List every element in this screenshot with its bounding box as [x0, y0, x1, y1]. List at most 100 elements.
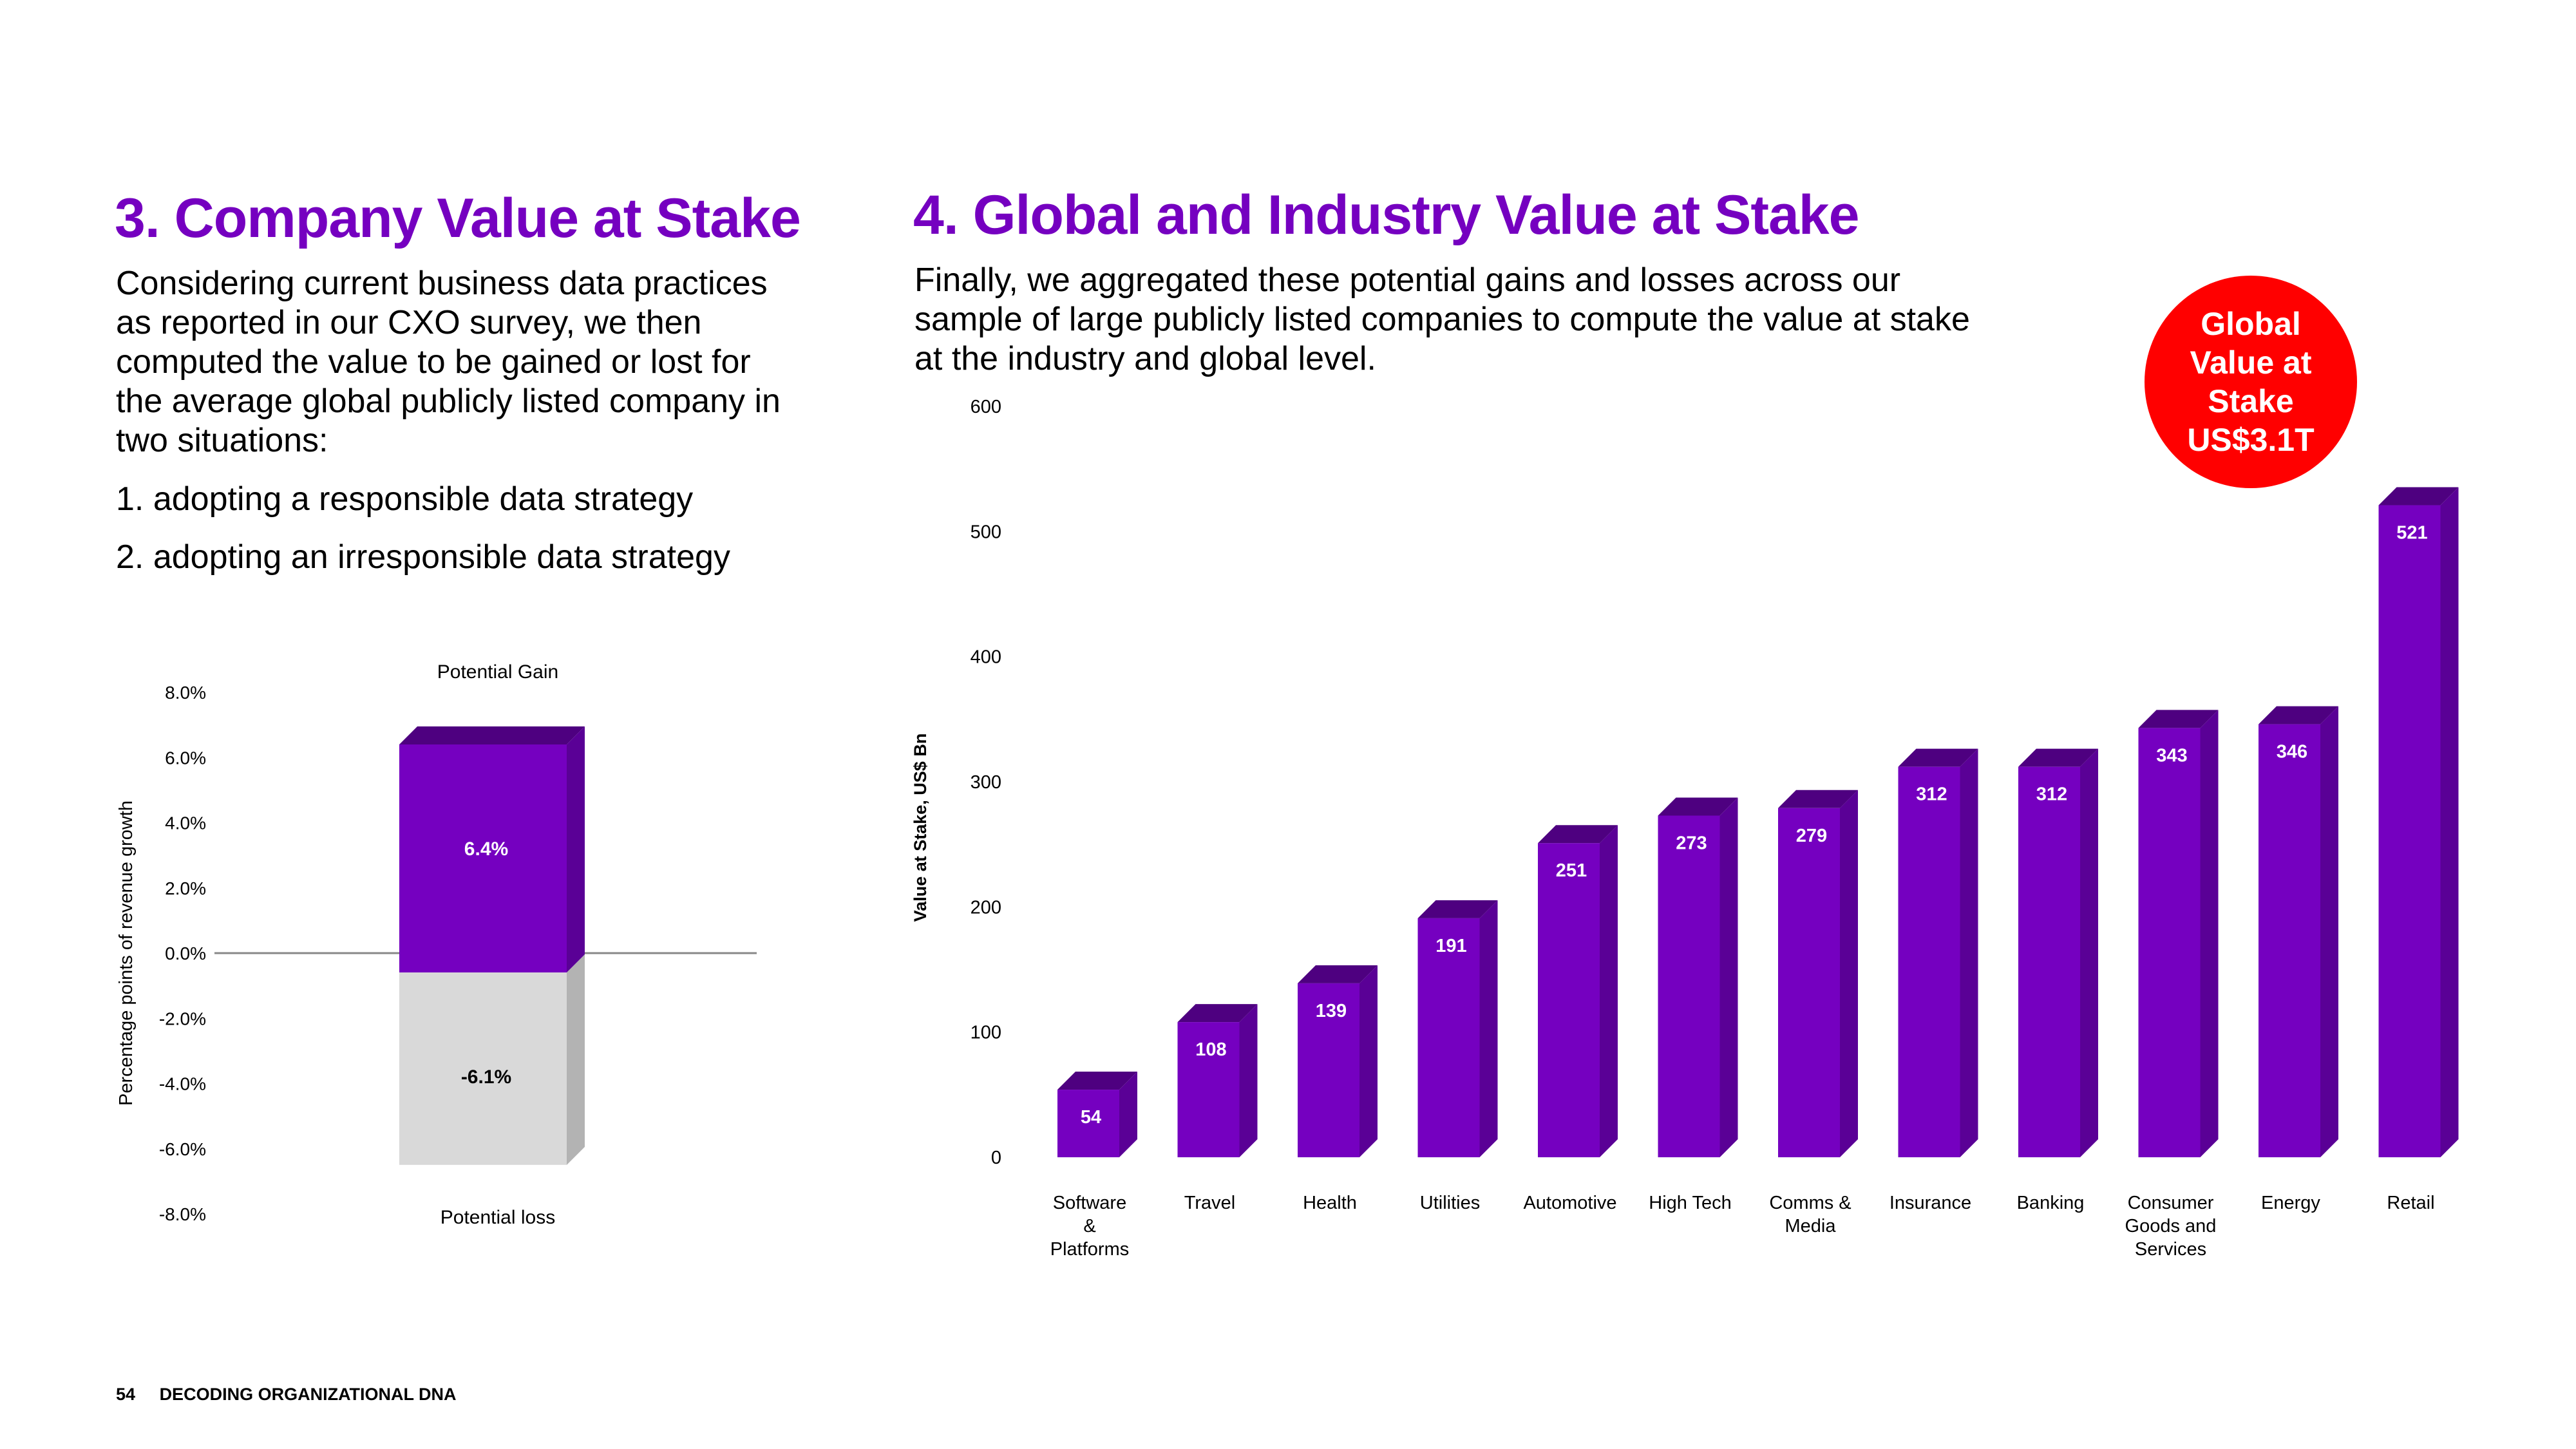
gain-value-label: 6.4%: [464, 838, 508, 860]
category-label: &: [1083, 1216, 1095, 1236]
bar-value-label: 312: [1916, 784, 1947, 805]
list-item-responsible: 1. adopting a responsible data strategy: [116, 480, 694, 518]
y-tick-label: 4.0%: [165, 813, 206, 833]
category-label: High Tech: [1649, 1193, 1731, 1213]
footer-title: DECODING ORGANIZATIONAL DNA: [159, 1385, 457, 1404]
category-label: Comms &: [1769, 1193, 1851, 1213]
loss-bar-side: [567, 954, 585, 1165]
bar-side: [1359, 965, 1378, 1157]
y-tick-label: -8.0%: [159, 1204, 206, 1224]
loss-value-label: -6.1%: [461, 1066, 511, 1088]
category-label: Energy: [2261, 1193, 2320, 1213]
bar-value-label: 273: [1676, 833, 1707, 853]
bar-side: [1719, 797, 1738, 1157]
category-label: Consumer: [2128, 1193, 2214, 1213]
bar: [2018, 766, 2080, 1157]
intro-line: at the industry and global level.: [914, 340, 1376, 377]
category-label: Automotive: [1523, 1193, 1616, 1213]
y-tick-label: 200: [971, 897, 1001, 918]
y-tick-label: 2.0%: [165, 878, 206, 898]
bar-value-label: 279: [1796, 826, 1827, 846]
category-label: Insurance: [1889, 1193, 1971, 1213]
gain-bar-top: [399, 726, 585, 744]
footer: 54 DECODING ORGANIZATIONAL DNA: [116, 1385, 457, 1405]
bar: [2259, 724, 2320, 1157]
category-label: Travel: [1184, 1193, 1236, 1213]
loss-bar: [399, 972, 567, 1165]
badge-line: Value at: [2190, 345, 2312, 381]
bar: [1417, 918, 1480, 1157]
bar-value-label: 54: [1081, 1107, 1101, 1128]
bar: [1177, 1022, 1240, 1157]
bar-side: [1960, 748, 1978, 1157]
bar-value-label: 521: [2396, 523, 2427, 544]
bar-top: [1298, 965, 1378, 983]
category-label: Goods and: [2125, 1216, 2217, 1236]
y-tick-label: -2.0%: [159, 1009, 206, 1028]
bar-value-label: 343: [2156, 745, 2187, 766]
bar-top: [1417, 900, 1498, 918]
y-tick-label: 0.0%: [165, 943, 206, 963]
bar: [1538, 843, 1600, 1157]
bar-side: [1840, 790, 1858, 1157]
bar-top: [1538, 825, 1618, 844]
y-axis-label: Percentage points of revenue growth: [116, 800, 137, 1106]
bar: [1898, 766, 1960, 1157]
global-value-intro: Finally, we aggregated these potential g…: [914, 261, 1970, 379]
y-tick-label: -6.0%: [159, 1139, 206, 1159]
gain-bar: [399, 744, 567, 972]
intro-line: as reported in our CXO survey, we then: [116, 304, 702, 341]
y-tick-label: -4.0%: [159, 1074, 206, 1094]
intro-line: sample of large publicly listed companie…: [914, 301, 1970, 338]
company-value-intro: Considering current business data practi…: [116, 264, 781, 460]
page-number: 54: [116, 1385, 136, 1404]
intro-line: the average global publicly listed compa…: [116, 383, 781, 420]
bar-top: [1778, 790, 1858, 808]
gain-category-label: Potential Gain: [437, 661, 558, 683]
bar-value-label: 191: [1435, 936, 1466, 956]
gain-bar-side: [567, 726, 585, 972]
bar-side: [2080, 748, 2098, 1157]
category-label: Media: [1785, 1216, 1837, 1236]
bar-side: [2440, 487, 2459, 1157]
category-label: Utilities: [1420, 1193, 1480, 1213]
bar-top: [2378, 487, 2459, 506]
company-value-title: 3. Company Value at Stake: [115, 187, 801, 249]
global-value-badge: Global Value at Stake US$3.1T: [2145, 276, 2357, 488]
y-tick-label: 300: [971, 772, 1001, 793]
bar: [2378, 505, 2441, 1157]
bar-side: [2200, 710, 2219, 1157]
bar-top: [1057, 1072, 1137, 1090]
y-tick-label: 400: [971, 647, 1001, 668]
bar: [1658, 815, 1720, 1157]
badge-line: Stake: [2208, 383, 2294, 419]
bar: [2138, 728, 2201, 1157]
bar: [1057, 1090, 1119, 1157]
intro-line: two situations:: [116, 422, 328, 459]
bar-side: [1239, 1004, 1258, 1157]
bar-value-label: 251: [1556, 860, 1587, 881]
y-tick-label: 8.0%: [165, 683, 206, 703]
y-tick-label: 100: [971, 1023, 1001, 1043]
bar-side: [1119, 1072, 1137, 1157]
bar-value-label: 108: [1195, 1039, 1226, 1060]
bar-side: [1600, 825, 1618, 1157]
y-tick-label: 600: [971, 397, 1001, 417]
bar-side: [2320, 706, 2338, 1157]
badge-line: Global: [2201, 306, 2301, 342]
category-label: Platforms: [1050, 1239, 1129, 1260]
bar-value-label: 139: [1316, 1001, 1347, 1021]
bar-side: [1479, 900, 1498, 1157]
bar: [1298, 983, 1359, 1157]
category-label: Banking: [2017, 1193, 2085, 1213]
bar-top: [1898, 748, 1978, 767]
intro-line: Finally, we aggregated these potential g…: [914, 261, 1901, 299]
intro-line: computed the value to be gained or lost …: [116, 343, 751, 381]
industry-value-chart: 0 100 200 300 400 500 600 Value at Stake, US$ B…: [911, 397, 2459, 1260]
category-label: Retail: [2387, 1193, 2434, 1213]
y-tick-label: 500: [971, 522, 1001, 542]
loss-category-label: Potential loss: [440, 1207, 555, 1228]
y-tick-label: 6.0%: [165, 748, 206, 768]
bar-top: [1658, 797, 1738, 816]
bar: [1778, 808, 1840, 1157]
